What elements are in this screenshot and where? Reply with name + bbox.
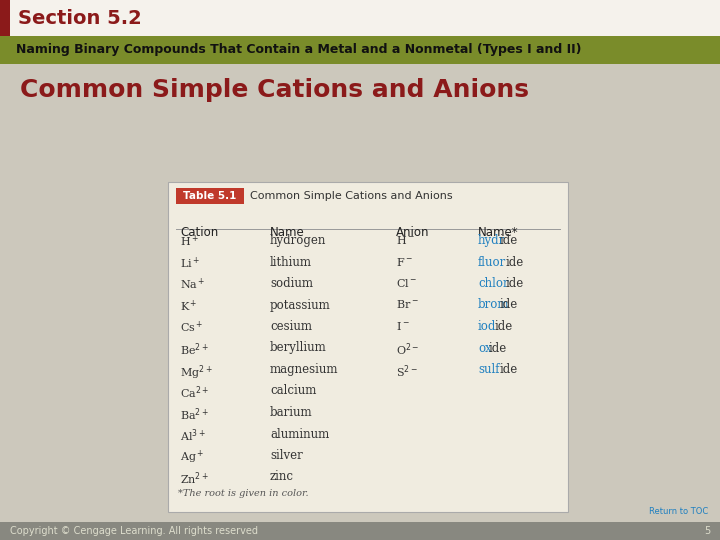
Text: Na$^+$: Na$^+$ — [180, 277, 206, 292]
Text: Br$^-$: Br$^-$ — [396, 299, 419, 310]
Bar — [0, 522, 720, 540]
Text: F$^-$: F$^-$ — [396, 255, 413, 267]
Text: ide: ide — [500, 299, 518, 312]
Text: potassium: potassium — [270, 299, 330, 312]
Text: Name*: Name* — [478, 226, 518, 239]
Bar — [0, 0, 720, 36]
Text: Mg$^{2+}$: Mg$^{2+}$ — [180, 363, 212, 382]
Text: I$^-$: I$^-$ — [396, 320, 410, 332]
Text: ide: ide — [500, 234, 518, 247]
Text: Ba$^{2+}$: Ba$^{2+}$ — [180, 406, 209, 423]
Text: Ag$^+$: Ag$^+$ — [180, 449, 204, 467]
Text: barium: barium — [270, 406, 312, 419]
Text: S$^{2-}$: S$^{2-}$ — [396, 363, 418, 380]
Text: Be$^{2+}$: Be$^{2+}$ — [180, 341, 209, 358]
Text: fluor: fluor — [478, 255, 506, 268]
Bar — [168, 182, 568, 512]
Text: K$^+$: K$^+$ — [180, 299, 197, 314]
Text: Common Simple Cations and Anions: Common Simple Cations and Anions — [20, 78, 529, 102]
Text: cesium: cesium — [270, 320, 312, 333]
Text: ox: ox — [478, 341, 492, 354]
Text: Section 5.2: Section 5.2 — [18, 9, 142, 28]
Bar — [0, 0, 10, 36]
Text: Al$^{3+}$: Al$^{3+}$ — [180, 428, 206, 444]
Text: hydr: hydr — [478, 234, 505, 247]
Text: Ca$^{2+}$: Ca$^{2+}$ — [180, 384, 210, 401]
Text: ide: ide — [505, 277, 523, 290]
Text: Copyright © Cengage Learning. All rights reserved: Copyright © Cengage Learning. All rights… — [10, 526, 258, 536]
Text: Table 5.1: Table 5.1 — [184, 191, 237, 201]
Text: iod: iod — [478, 320, 496, 333]
Text: ide: ide — [505, 255, 523, 268]
Text: Name: Name — [270, 226, 305, 239]
Text: Li$^+$: Li$^+$ — [180, 255, 200, 271]
Text: hydrogen: hydrogen — [270, 234, 326, 247]
Text: calcium: calcium — [270, 384, 316, 397]
Text: aluminum: aluminum — [270, 428, 329, 441]
Text: ide: ide — [495, 320, 513, 333]
Text: silver: silver — [270, 449, 302, 462]
Text: Return to TOC: Return to TOC — [649, 507, 708, 516]
Text: brom: brom — [478, 299, 510, 312]
Text: chlor: chlor — [478, 277, 508, 290]
Text: 5: 5 — [703, 526, 710, 536]
Text: sodium: sodium — [270, 277, 313, 290]
Text: magnesium: magnesium — [270, 363, 338, 376]
Text: O$^{2-}$: O$^{2-}$ — [396, 341, 419, 358]
Text: beryllium: beryllium — [270, 341, 327, 354]
Text: lithium: lithium — [270, 255, 312, 268]
Bar — [176, 188, 244, 204]
Text: H$^-$: H$^-$ — [396, 234, 415, 246]
Text: ide: ide — [500, 363, 518, 376]
Text: Anion: Anion — [396, 226, 430, 239]
Text: sulf: sulf — [478, 363, 500, 376]
Text: Cation: Cation — [180, 226, 218, 239]
Text: zinc: zinc — [270, 470, 294, 483]
Text: Naming Binary Compounds That Contain a Metal and a Nonmetal (Types I and II): Naming Binary Compounds That Contain a M… — [16, 44, 582, 57]
Text: Cl$^-$: Cl$^-$ — [396, 277, 418, 289]
Bar — [0, 36, 720, 64]
Text: Cs$^+$: Cs$^+$ — [180, 320, 204, 335]
Text: Common Simple Cations and Anions: Common Simple Cations and Anions — [250, 191, 453, 201]
Text: H$^+$: H$^+$ — [180, 234, 199, 249]
Text: *The root is given in color.: *The root is given in color. — [178, 489, 309, 498]
Text: ide: ide — [489, 341, 508, 354]
Text: Zn$^{2+}$: Zn$^{2+}$ — [180, 470, 209, 487]
